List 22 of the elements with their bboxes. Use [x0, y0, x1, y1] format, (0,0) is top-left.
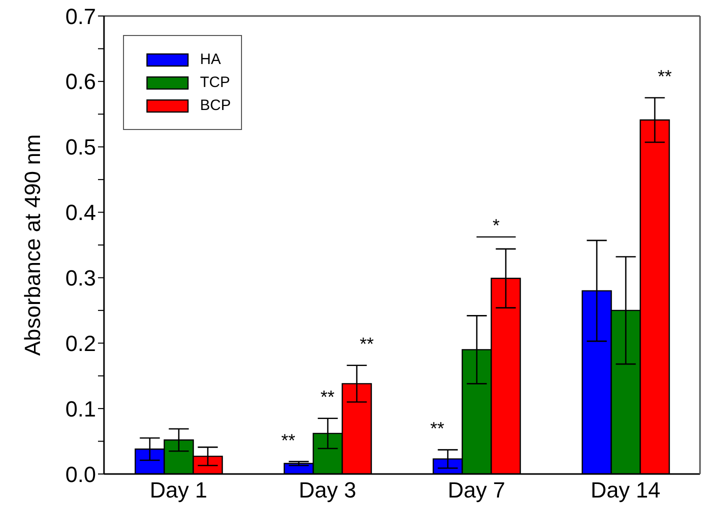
y-axis-title: Absorbance at 490 nm	[20, 134, 45, 356]
y-tick-label: 0.2	[65, 330, 96, 356]
x-tick-label: Day 3	[298, 478, 356, 503]
y-tick-label: 0.7	[65, 4, 96, 29]
annotation: **	[360, 334, 374, 354]
y-tick-label: 0.1	[65, 396, 96, 422]
legend-label: HA	[200, 51, 221, 68]
legend-label: BCP	[200, 97, 231, 114]
y-tick-label: 0.0	[65, 462, 96, 487]
y-tick-label: 0.3	[65, 266, 96, 291]
x-tick-label: Day 14	[590, 478, 660, 503]
annotation: **	[430, 418, 444, 439]
y-tick-label: 0.5	[65, 134, 96, 160]
annotation: **	[281, 430, 296, 450]
annotation: *	[492, 216, 500, 236]
y-tick-label: 0.6	[65, 69, 96, 94]
x-tick-label: Day 7	[448, 478, 506, 503]
y-tick-label: 0.4	[65, 200, 96, 226]
legend-label: TCP	[200, 74, 230, 91]
annotation: **	[658, 66, 672, 87]
annotation: **	[320, 387, 335, 408]
x-tick-label: Day 1	[150, 478, 208, 503]
